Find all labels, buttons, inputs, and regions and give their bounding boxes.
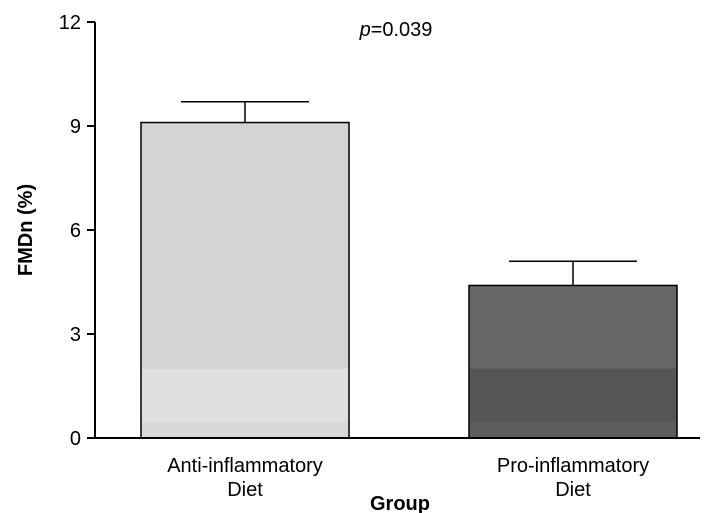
x-category-label: Diet — [227, 479, 263, 501]
y-ticks: 0 3 6 9 12 — [59, 12, 95, 450]
bar-shade-band-low — [142, 422, 348, 437]
y-tick-label: 12 — [59, 12, 81, 34]
bar-shade-band — [470, 368, 676, 423]
p-value-text: =0.039 — [371, 19, 433, 41]
y-tick-label: 9 — [70, 116, 81, 138]
p-value-annotation: p=0.039 — [359, 19, 433, 41]
bar-shade-band-low — [470, 422, 676, 437]
y-tick-label: 6 — [70, 220, 81, 242]
y-tick-label: 0 — [70, 428, 81, 450]
bars-layer — [140, 100, 678, 439]
x-category-labels: Anti-inflammatoryDietPro-inflammatoryDie… — [167, 455, 649, 501]
y-axis-title: FMDn (%) — [15, 184, 37, 276]
x-axis-title: Group — [370, 493, 430, 513]
p-value-symbol: p — [359, 19, 371, 41]
x-category-label: Anti-inflammatory — [167, 455, 323, 477]
y-tick-label: 3 — [70, 324, 81, 346]
x-category-label: Diet — [555, 479, 591, 501]
bar-shade-band — [142, 368, 348, 423]
x-category-label: Pro-inflammatory — [497, 455, 649, 477]
